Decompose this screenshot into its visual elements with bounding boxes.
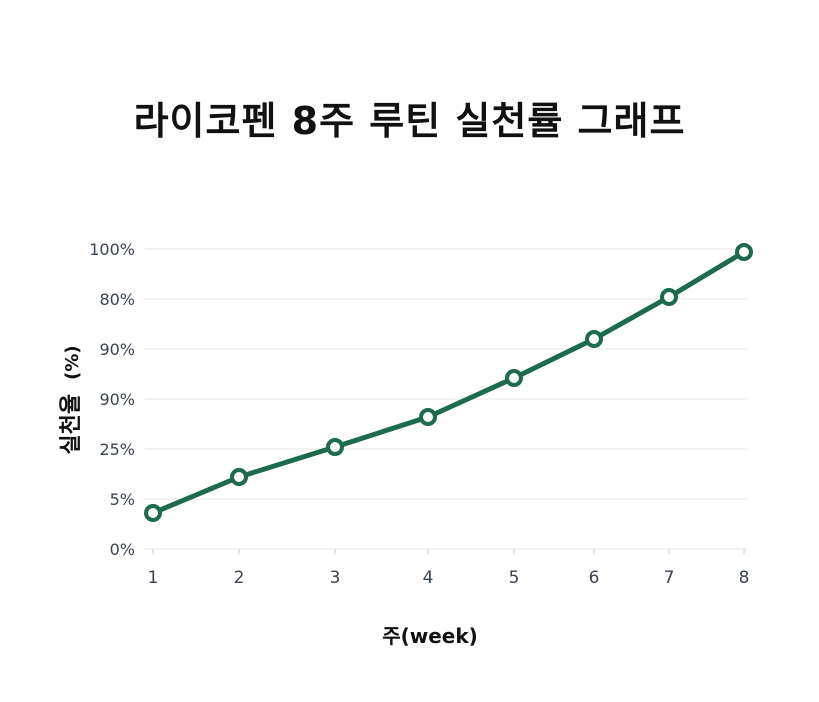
x-tick-label: 8 [739, 568, 750, 588]
y-axis-label: 실천율(%) [59, 345, 84, 454]
x-tick-label: 3 [330, 568, 341, 588]
data-point-marker [735, 243, 753, 261]
data-point-marker [230, 468, 248, 486]
data-series [144, 243, 753, 522]
y-tick-label: 90% [99, 390, 135, 409]
x-tick-label: 6 [589, 568, 600, 588]
y-axis-ticks: 0% 5% 25% 90% 90% 80% 100% [89, 240, 135, 559]
y-tick-label: 0% [110, 540, 135, 559]
gridlines [145, 248, 747, 550]
data-point-marker [505, 369, 523, 387]
data-point-marker [419, 408, 437, 426]
x-tick-label: 1 [148, 568, 159, 588]
y-tick-label: 80% [99, 290, 135, 309]
y-tick-label: 100% [89, 240, 135, 259]
y-tick-label: 25% [99, 440, 135, 459]
x-tick-label: 7 [664, 568, 675, 588]
x-tick-label: 2 [234, 568, 245, 588]
series-line [152, 249, 746, 516]
y-tick-label: 5% [110, 490, 135, 509]
x-axis-label: 주(week) [382, 624, 478, 648]
x-axis: 1 2 3 4 5 6 7 8 [148, 549, 750, 588]
x-tick-label: 5 [509, 568, 520, 588]
data-point-marker [144, 504, 162, 522]
y-tick-label: 90% [99, 340, 135, 359]
chart-title: 라이코펜 8주 루틴 실천률 그래프 [133, 99, 686, 143]
x-tick-label: 4 [423, 568, 434, 588]
data-point-marker [660, 288, 678, 306]
data-point-marker [585, 330, 603, 348]
data-point-marker [326, 438, 344, 456]
